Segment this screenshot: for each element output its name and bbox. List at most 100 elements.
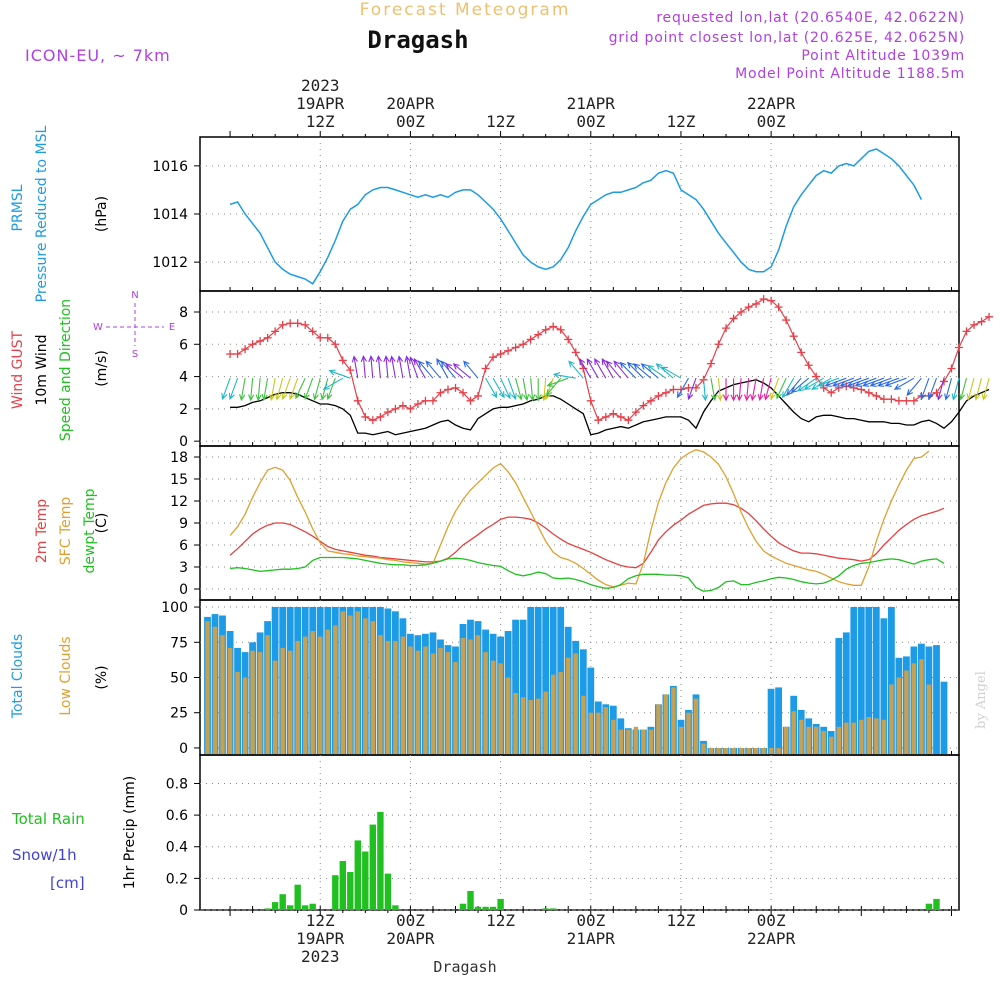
gust-point: [932, 388, 941, 397]
total-cloud-bar: [933, 645, 940, 754]
low-cloud-bar: [513, 693, 518, 754]
wind-direction-arrow: [413, 357, 426, 379]
gust-point: [443, 385, 452, 394]
low-cloud-bar: [776, 748, 781, 754]
rain-bar: [482, 906, 489, 910]
low-cloud-bar: [423, 646, 428, 754]
gust-point: [368, 416, 377, 425]
low-cloud-bar: [288, 650, 293, 754]
bottom-time-label: 2023: [301, 947, 340, 966]
wind-direction-arrow: [927, 378, 938, 401]
gust-point: [406, 404, 415, 413]
rain-bar: [489, 906, 497, 910]
wind-direction-arrow: [492, 377, 505, 399]
low-cloud-bar: [821, 731, 826, 754]
wind-direction-arrow: [404, 355, 411, 379]
gust-point: [474, 391, 483, 400]
gust-point: [541, 325, 550, 334]
wind-direction-arrow: [322, 377, 344, 390]
gust-point: [278, 320, 287, 329]
y-tick-label: 0.6: [166, 808, 188, 824]
wind-direction-arrow: [782, 377, 795, 399]
low-cloud-bar: [851, 722, 856, 754]
low-cloud-bar: [663, 694, 669, 754]
low-cloud-bar: [280, 647, 285, 754]
y-tick-label: 1012: [152, 255, 188, 271]
y-tick-label: 0.2: [166, 871, 188, 887]
wind-direction-arrow: [326, 378, 336, 401]
gust-point: [646, 396, 655, 405]
low-cloud-bar: [799, 719, 804, 754]
wind-direction-arrow: [586, 357, 599, 379]
wind-direction-arrow: [906, 377, 922, 396]
wind-direction-arrow: [436, 358, 449, 379]
low-cloud-bar: [220, 635, 225, 754]
low-cloud-bar: [911, 663, 917, 754]
low-cloud-bar: [235, 671, 240, 754]
low-cloud-bar: [844, 722, 849, 754]
panels: 1012 1014 1016 (hPa) 0 2 4 6 8 (m/s) 0 3 6 9 12 15 18 (C)…: [10, 125, 994, 919]
y-tick-label: 18: [170, 450, 188, 466]
wind-direction-arrow: [757, 378, 765, 402]
gust-point: [451, 383, 460, 392]
low-cloud-bar: [603, 707, 608, 754]
top-time-label: 19APR: [296, 94, 345, 113]
gust-point: [639, 401, 648, 410]
wind-direction-arrow: [966, 378, 975, 401]
low-cloud-bar: [866, 717, 871, 754]
y-tick-label: 6: [179, 538, 188, 554]
wind-direction-arrow: [687, 378, 697, 401]
gust-point: [286, 319, 295, 328]
gust-point: [331, 340, 340, 349]
total-cloud-bar: [940, 681, 948, 754]
gust-point: [459, 388, 468, 397]
compass-e: E: [169, 322, 175, 333]
low-cloud-bar: [708, 748, 714, 754]
panel-1: 0 2 4 6 8 (m/s): [94, 290, 960, 450]
gust-point: [436, 388, 445, 397]
total-cloud-bar: [519, 619, 527, 754]
low-cloud-bar: [859, 719, 864, 754]
low-cloud-bar: [333, 625, 338, 754]
y-tick-label: 0.4: [166, 840, 188, 856]
gust-point: [684, 383, 693, 392]
wind-direction-arrow: [515, 378, 523, 401]
cloud-bars: [204, 607, 948, 754]
low-cloud-bar: [558, 671, 563, 754]
bottom-place: Dragash: [433, 958, 496, 976]
wind-direction-arrow: [646, 364, 667, 379]
bottom-time-label: 21APR: [567, 929, 616, 948]
top-time-label: 2023: [301, 76, 340, 95]
series-line-gust: [230, 298, 990, 422]
wind-direction-arrow: [884, 377, 907, 387]
wind-direction-arrow: [803, 377, 824, 390]
low-cloud-bar: [919, 659, 924, 754]
top-time-label: 20APR: [386, 94, 435, 113]
low-cloud-bar: [836, 726, 841, 754]
wind-direction-arrow: [269, 378, 276, 402]
gust-point: [391, 404, 400, 413]
series-line-wind: [230, 379, 990, 436]
low-cloud-bar: [475, 635, 481, 754]
low-cloud-bar: [528, 700, 533, 754]
gust-point: [669, 385, 678, 394]
bottom-time-label: 12Z: [306, 911, 335, 930]
bottom-time-label: 22APR: [747, 929, 796, 948]
low-cloud-bar: [596, 712, 601, 754]
gust-point: [782, 316, 791, 325]
low-cloud-bar: [378, 635, 383, 754]
low-cloud-bar: [806, 726, 811, 754]
wind-direction-arrow: [255, 378, 262, 402]
wind-direction-arrow: [776, 377, 787, 400]
low-cloud-bar: [581, 695, 586, 754]
gust-point: [256, 337, 265, 346]
wind-direction-arrow: [640, 363, 659, 379]
gust-point: [872, 391, 881, 400]
y-tick-label: 4: [179, 370, 188, 386]
low-cloud-bar: [814, 726, 819, 754]
low-cloud-bar: [716, 748, 721, 754]
wind-direction-arrow: [417, 360, 434, 379]
rain-bar: [392, 905, 399, 910]
gust-point: [233, 349, 242, 358]
rain-bar: [542, 908, 549, 910]
